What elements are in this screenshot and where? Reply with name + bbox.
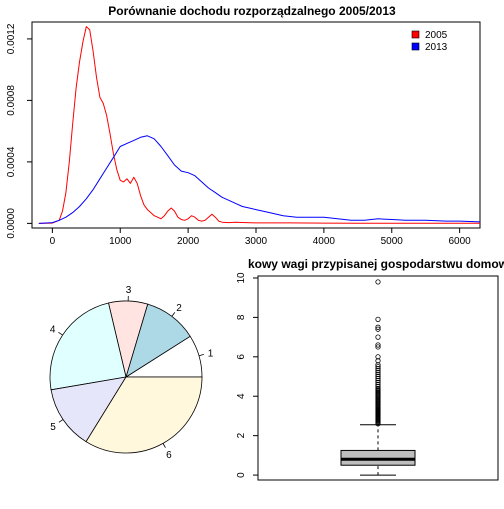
box-y-tick-label: 4 (236, 393, 247, 399)
pie-label: 3 (126, 285, 132, 296)
box-outlier (376, 335, 380, 339)
box-y-tick-label: 0 (236, 472, 247, 478)
density-legend: 2005 2013 (412, 30, 448, 53)
box-title: kowy wagi przypisanej gospodarstwu domow (248, 257, 504, 271)
density-y-tick-label: 0.0012 (6, 23, 17, 54)
density-x-tick-label: 2000 (177, 236, 200, 247)
legend-swatch-2013 (412, 43, 419, 50)
pie-label: 6 (166, 450, 172, 461)
density-x-tick-label: 3000 (245, 236, 268, 247)
pie-label: 5 (50, 422, 56, 433)
box-body (341, 280, 415, 475)
box-y-tick-label: 8 (236, 314, 247, 320)
density-y-tick-label: 0.0004 (6, 146, 17, 177)
legend-label-2005: 2005 (425, 30, 448, 41)
density-x-tick-label: 6000 (449, 236, 472, 247)
pie-label: 4 (50, 324, 56, 335)
pie-label-tick (59, 420, 63, 423)
box-y-axis: 0 2 4 6 8 10 (236, 272, 258, 478)
pie-label: 2 (176, 303, 182, 314)
pie-label-tick (58, 332, 62, 335)
box-y-tick-label: 10 (236, 272, 247, 284)
density-y-axis: 0.0000 0.0004 0.0008 0.0012 (6, 23, 32, 239)
density-chart: Porównanie dochodu rozporządzalnego 2005… (6, 4, 480, 247)
density-series (39, 27, 480, 224)
density-x-tick-label: 0 (50, 236, 56, 247)
density-plot-box (32, 22, 480, 228)
box-y-tick-label: 6 (236, 354, 247, 360)
pie-label: 1 (208, 348, 214, 359)
density-line-2005 (39, 27, 480, 224)
density-y-tick-label: 0.0008 (6, 85, 17, 116)
density-x-tick-label: 4000 (313, 236, 336, 247)
pie-label-tick (163, 443, 165, 447)
density-x-tick-label: 1000 (109, 236, 132, 247)
pie-label-tick (199, 354, 204, 355)
density-x-axis: 0 1000 2000 3000 4000 5000 6000 (50, 228, 472, 247)
box-plot: kowy wagi przypisanej gospodarstwu domow… (236, 257, 504, 480)
density-x-tick-label: 5000 (381, 236, 404, 247)
legend-label-2013: 2013 (425, 42, 448, 53)
box-outlier (376, 280, 380, 284)
box-outlier (376, 317, 380, 321)
pie-chart: 1 2 3 4 5 6 (50, 285, 214, 461)
density-line-2013 (39, 136, 480, 224)
density-title: Porównanie dochodu rozporządzalnego 2005… (108, 4, 396, 18)
density-y-tick-label: 0.0000 (6, 208, 17, 239)
box-y-tick-label: 2 (236, 432, 247, 438)
legend-swatch-2005 (412, 31, 419, 38)
pie-label-tick (172, 312, 175, 316)
